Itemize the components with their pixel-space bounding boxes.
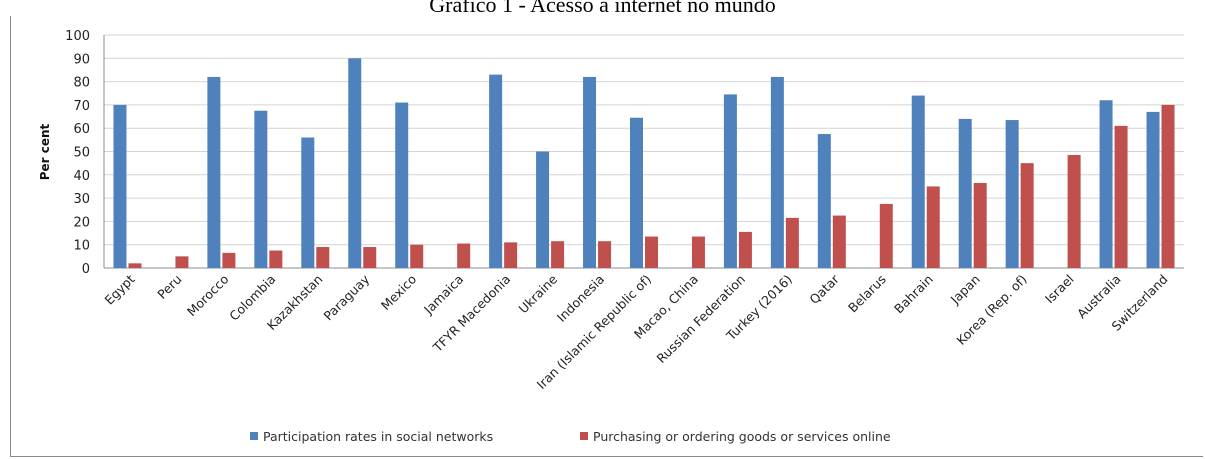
bar-online-purchasing <box>363 247 377 268</box>
page-title: Gráfico 1 - Acesso à internet no mundo <box>429 0 776 17</box>
bar-online-purchasing <box>691 236 705 268</box>
y-tick-label: 20 <box>73 215 90 230</box>
bar-online-purchasing <box>269 250 283 268</box>
x-category-label: Jamaica <box>420 272 466 318</box>
legend-swatch <box>250 432 258 440</box>
y-axis-ticks: 0 10 20 30 40 50 60 70 80 90 100 <box>65 29 90 277</box>
bar-online-purchasing <box>1067 154 1081 268</box>
y-tick-label: 90 <box>73 52 90 67</box>
bar-online-purchasing <box>222 252 236 268</box>
bar-online-purchasing <box>1161 104 1175 269</box>
x-category-label: Egypt <box>101 271 137 307</box>
bar-social-networks <box>207 76 221 268</box>
bar-social-networks <box>348 58 362 268</box>
chart-frame <box>10 16 1203 457</box>
x-category-label: Russian Federation <box>654 272 749 367</box>
x-category-label: Peru <box>154 272 184 302</box>
y-tick-label: 0 <box>82 262 90 277</box>
x-category-label: Mexico <box>378 272 419 313</box>
bar-social-networks <box>1099 100 1113 269</box>
y-tick-label: 70 <box>73 99 90 114</box>
bar-online-purchasing <box>598 241 612 268</box>
x-category-label: Paraguay <box>321 271 373 323</box>
bar-online-purchasing <box>175 256 189 268</box>
bar-online-purchasing <box>316 247 330 268</box>
y-tick-label: 100 <box>65 29 90 44</box>
bar-social-networks <box>536 151 550 268</box>
bar-online-purchasing <box>738 231 752 268</box>
bar-online-purchasing <box>1114 125 1128 269</box>
bar-online-purchasing <box>551 241 565 268</box>
x-axis-categories: Egypt Peru MoroccoColombiaKazakhstanParagu… <box>101 271 1170 392</box>
y-tick-label: 40 <box>73 169 90 184</box>
bar-online-purchasing <box>128 263 142 268</box>
x-category-label: Japan <box>947 272 983 308</box>
bar-social-networks <box>911 95 925 268</box>
x-category-label: Israel <box>1042 272 1077 307</box>
bar-social-networks <box>817 134 831 268</box>
bar-social-networks <box>770 76 784 268</box>
bar-online-purchasing <box>504 242 518 268</box>
bar-online-purchasing <box>879 203 893 268</box>
bars <box>113 58 1175 269</box>
bar-online-purchasing <box>926 186 940 268</box>
bar-social-networks <box>1146 111 1160 268</box>
bar-social-networks <box>489 74 503 268</box>
bar-social-networks <box>630 117 643 268</box>
bar-online-purchasing <box>1020 163 1034 268</box>
y-axis-label: Per cent <box>38 123 52 180</box>
bar-online-purchasing <box>785 217 799 268</box>
bar-social-networks <box>254 110 268 268</box>
legend-label: Participation rates in social networks <box>263 429 493 444</box>
bar-online-purchasing <box>973 182 987 268</box>
bar-online-purchasing <box>645 236 658 268</box>
y-tick-label: 50 <box>73 146 90 161</box>
y-tick-label: 10 <box>73 239 90 254</box>
y-tick-label: 80 <box>73 76 90 91</box>
x-category-label: Belarus <box>845 272 889 316</box>
x-category-label: Qatar <box>806 271 842 307</box>
gridlines <box>103 34 1184 269</box>
legend-label: Purchasing or ordering goods or services… <box>593 429 891 444</box>
bar-social-networks <box>301 137 315 268</box>
legend: Participation rates in social networks Pu… <box>250 429 891 444</box>
bar-online-purchasing <box>410 244 424 268</box>
bar-social-networks <box>1005 120 1019 268</box>
bar-social-networks <box>583 76 597 268</box>
bar-social-networks <box>958 118 972 268</box>
x-category-label: Australia <box>1074 272 1124 322</box>
bar-social-networks <box>113 104 127 269</box>
bar-online-purchasing <box>457 243 471 268</box>
x-category-label: Morocco <box>184 272 232 320</box>
bar-social-networks <box>723 94 737 268</box>
y-tick-label: 30 <box>73 192 90 207</box>
x-category-label: Bahrain <box>891 272 936 317</box>
x-category-label: Ukraine <box>515 271 560 316</box>
bar-social-networks <box>395 102 409 268</box>
legend-swatch <box>580 432 588 440</box>
bar-online-purchasing <box>832 215 846 268</box>
y-tick-label: 60 <box>73 122 90 137</box>
